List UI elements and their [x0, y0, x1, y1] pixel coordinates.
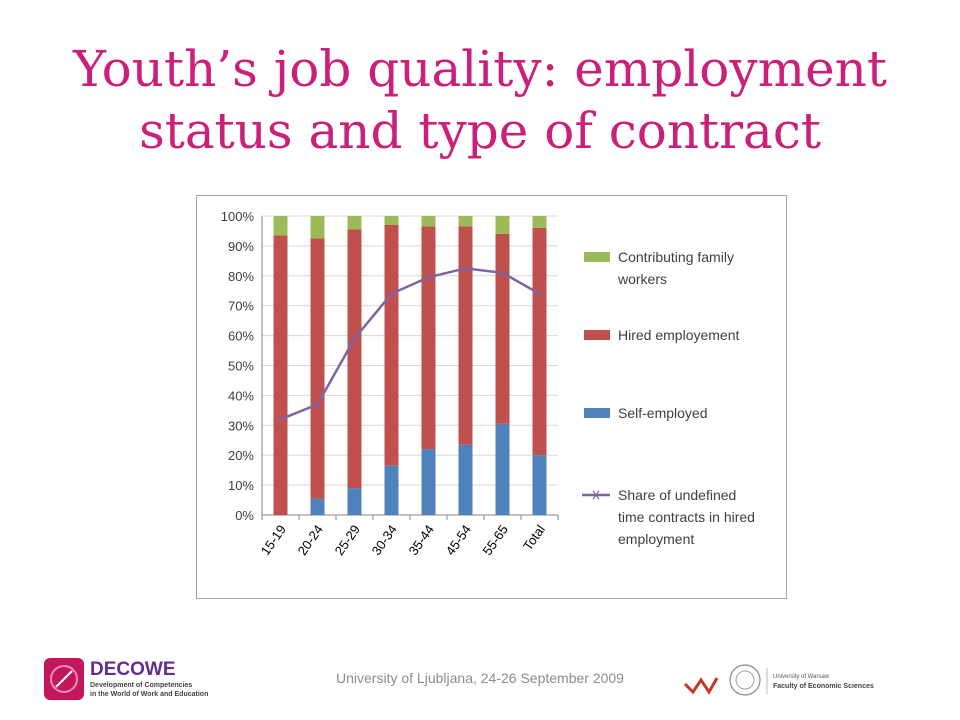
university-seal-icon: [729, 664, 761, 696]
legend-marker-icon: [592, 490, 600, 500]
university-logo: University of Warsaw Faculty of Economic…: [683, 664, 874, 696]
y-tick-label: 0%: [235, 508, 254, 523]
line-point: [538, 292, 541, 296]
legend-label: employment: [618, 531, 694, 547]
slide-title: Youth’s job quality: employment status a…: [0, 38, 960, 162]
footer-text: University of Ljubljana, 24-26 September…: [336, 670, 624, 686]
legend-label: Share of undefined: [618, 487, 736, 503]
legend-label: Self-employed: [618, 405, 708, 421]
bar-contributing-family: [458, 216, 473, 227]
y-tick-label: 100%: [221, 209, 255, 224]
line-point: [464, 266, 467, 270]
y-tick-label: 20%: [228, 448, 254, 463]
x-tick-label: 20-24: [295, 522, 326, 558]
bar-contributing-family: [421, 216, 436, 227]
university-name: University of Warsaw: [773, 674, 830, 680]
line-point: [353, 337, 356, 341]
bar-contributing-family: [310, 216, 325, 239]
y-tick-label: 60%: [228, 329, 254, 344]
bar-hired-employment: [273, 235, 288, 515]
line-point: [501, 271, 504, 275]
bar-hired-employment: [495, 233, 510, 424]
legend-label: Contributing family: [618, 249, 734, 265]
decowe-logo-ring: [50, 665, 78, 693]
x-tick-label: Total: [520, 522, 548, 553]
y-tick-label: 40%: [228, 388, 254, 403]
line-point: [279, 417, 282, 421]
bar-self-employed: [495, 423, 510, 515]
title-line-2: status and type of contract: [139, 102, 821, 160]
x-tick-label: 35-44: [406, 522, 437, 558]
bar-hired-employment: [532, 227, 547, 456]
line-point: [427, 275, 430, 279]
bar-contributing-family: [384, 216, 399, 225]
faculty-name: Faculty of Economic Sciences: [773, 683, 874, 690]
decowe-logo-stroke: [55, 670, 73, 688]
decowe-logo-sub1: Development of Competencies: [90, 682, 192, 689]
bar-self-employed: [384, 465, 399, 515]
legend-label: Hired employement: [618, 327, 739, 343]
bar-hired-employment: [421, 226, 436, 450]
x-tick-label: 45-54: [443, 522, 474, 558]
chart-frame: [196, 195, 787, 599]
y-tick-label: 70%: [228, 299, 254, 314]
decowe-logo-sub2: in the World of Work and Education: [90, 691, 208, 698]
y-tick-label: 90%: [228, 239, 254, 254]
title-line-1: Youth’s job quality: employment: [73, 40, 887, 98]
bar-contributing-family: [347, 216, 362, 230]
y-tick-label: 80%: [228, 269, 254, 284]
bar-hired-employment: [347, 229, 362, 489]
decowe-logo-name: DECOWE: [90, 659, 176, 680]
y-tick-label: 50%: [228, 359, 254, 374]
bar-self-employed: [532, 455, 547, 515]
legend-label: workers: [617, 271, 667, 287]
bar-hired-employment: [310, 238, 325, 499]
line-point: [316, 402, 319, 406]
y-tick-label: 10%: [228, 478, 254, 493]
y-tick-label: 30%: [228, 418, 254, 433]
bar-self-employed: [458, 444, 473, 515]
legend-swatch: [584, 408, 610, 418]
bar-self-employed: [421, 449, 436, 515]
legend-swatch: [584, 252, 610, 262]
legend-swatch: [584, 330, 610, 340]
bar-self-employed: [310, 498, 325, 515]
chart: 0% 10% 20% 30% 40% 50% 60% 70% 80% 90% 100% 15-19 20…: [221, 209, 755, 558]
bar-hired-employment: [384, 224, 399, 466]
x-tick-label: 30-34: [369, 522, 400, 558]
line-undefined-contracts: [280, 267, 541, 421]
bar-hired-employment: [458, 226, 473, 445]
bar-contributing-family: [495, 216, 510, 234]
bar-self-employed: [347, 488, 362, 515]
x-tick-label: 55-65: [480, 522, 511, 558]
wne-mark-icon: [683, 677, 719, 695]
decowe-logo: DECOWE Development of Competencies in th…: [44, 658, 208, 700]
legend-label: time contracts in hired: [618, 509, 755, 525]
university-seal-inner-icon: [735, 670, 755, 690]
bar-contributing-family: [532, 216, 547, 228]
x-tick-label: 25-29: [332, 522, 363, 558]
x-tick-label: 15-19: [258, 522, 289, 558]
bar-contributing-family: [273, 216, 288, 236]
line-point: [390, 292, 393, 296]
